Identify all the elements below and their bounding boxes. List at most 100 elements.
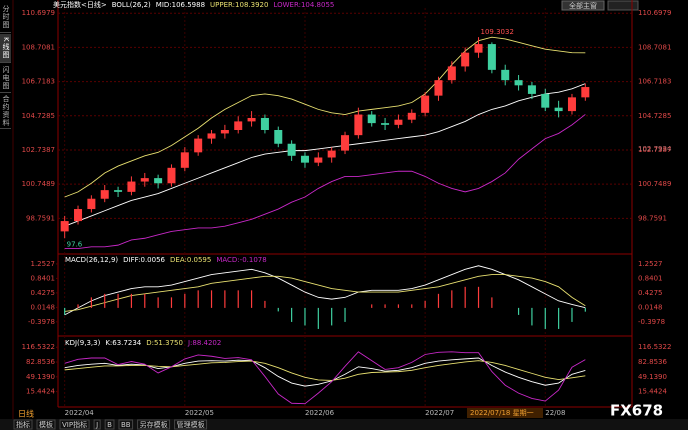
indicator-line — [64, 274, 586, 312]
low-annotation: 97.6 — [67, 240, 83, 248]
candle-body — [274, 130, 283, 144]
y-tick-label: 116.5322 — [22, 343, 55, 351]
tab-frame[interactable] — [59, 419, 90, 430]
y-tick-label: 106.7183 — [22, 78, 55, 86]
tab[interactable]: BB — [121, 421, 131, 429]
candle-body — [354, 114, 363, 136]
candle-body — [447, 66, 456, 81]
candle-body — [514, 80, 523, 86]
cursor-box — [467, 408, 543, 418]
tab-frame[interactable] — [36, 419, 56, 430]
y-tick-label-right: 98.7591 — [638, 214, 667, 222]
x-tick-label: 2022/04 — [65, 409, 95, 417]
tab[interactable]: 管理模板 — [177, 420, 205, 429]
candle-body — [247, 117, 256, 122]
y-tick-label: 100.7489 — [22, 180, 55, 188]
y-tick-label: 110.6979 — [22, 9, 55, 17]
legend-entry: UPPER:108.3920 — [210, 1, 268, 9]
candle-body — [287, 143, 296, 156]
legend-entry: MACD:-0.1078 — [216, 256, 266, 264]
candle-body — [501, 69, 510, 81]
indicator-line — [64, 265, 586, 316]
indicator-name: KDJ(9,3,3) — [65, 339, 101, 347]
y-tick-label-right: -0.3978 — [638, 318, 665, 326]
y-tick-label-right: 0.0148 — [638, 303, 663, 311]
y-tick-label: 1.2527 — [31, 260, 56, 268]
y-tick-label-right: 0.8401 — [638, 274, 663, 282]
candle-body — [581, 87, 590, 98]
tab[interactable]: 指标 — [16, 420, 30, 429]
y-tick-label: 15.4424 — [26, 388, 55, 396]
x-tick-label: 22/08 — [545, 409, 565, 417]
indicator-line — [64, 114, 586, 250]
panel-header: 美元指数<日线> BOLL(26,2) MID:106.5988 UPPER:108.… — [53, 0, 334, 9]
tab[interactable]: B — [107, 421, 112, 429]
y-tick-label: 102.7387 — [22, 146, 55, 154]
tab-frame[interactable] — [93, 419, 101, 430]
panel-header: KDJ(9,3,3) K:63.7234 D:51.3750 J:88.4202 — [65, 339, 221, 347]
legend-entry: DEA:0.0595 — [170, 256, 211, 264]
indicator-name: MACD(26,12,9) — [65, 256, 118, 264]
candle-body — [74, 209, 83, 222]
candle-body — [87, 198, 96, 210]
side-tab[interactable]: 分时图 — [0, 2, 11, 33]
candle-body — [260, 117, 269, 130]
toolbar-button[interactable] — [561, 0, 605, 11]
candle-body — [167, 167, 176, 184]
side-tab[interactable]: 闪电图 — [0, 64, 11, 93]
candle-body — [474, 44, 483, 53]
legend-entry: D:51.3750 — [146, 339, 183, 347]
tab[interactable]: J — [95, 421, 98, 429]
y-tick-label: -0.3978 — [28, 318, 55, 326]
y-tick-label: 49.1390 — [26, 373, 55, 381]
y-tick-label: 0.0148 — [31, 303, 56, 311]
chart-title: 美元指数<日线> — [53, 0, 107, 9]
y-tick-label: 0.4275 — [31, 289, 56, 297]
candle-body — [327, 150, 336, 158]
candle-body — [421, 95, 430, 113]
candle-body — [220, 130, 229, 134]
toolbar-icons[interactable] — [607, 0, 639, 11]
candle-body — [60, 221, 69, 232]
candle-body — [100, 190, 109, 199]
cursor-label: 2022/07/18 星期一 — [470, 409, 534, 417]
side-tab[interactable]: K线图 — [0, 34, 11, 63]
candle-body — [234, 121, 243, 130]
tab-frame[interactable] — [13, 419, 33, 430]
side-tab[interactable]: 合约资料 — [0, 95, 11, 129]
legend-entry: K:63.7234 — [105, 339, 141, 347]
candle-body — [381, 123, 390, 125]
candle-body — [341, 135, 350, 151]
candle-body — [407, 112, 416, 120]
y-tick-label: 0.8401 — [31, 274, 56, 282]
tab[interactable]: 另存模板 — [140, 420, 168, 429]
candle-body — [207, 133, 216, 139]
candle-body — [114, 190, 123, 192]
y-tick-label-right: 100.7489 — [638, 180, 671, 188]
candle-body — [541, 93, 550, 108]
x-tick-label: 2022/05 — [185, 409, 214, 417]
candle-body — [487, 44, 496, 70]
legend-entry: MID:106.5988 — [156, 1, 205, 9]
candle-body — [567, 97, 576, 112]
y-tick-label-right: 49.1390 — [638, 373, 667, 381]
price-marker: 102.7934 — [638, 145, 672, 153]
candle-body — [554, 107, 563, 112]
candle-body — [180, 152, 189, 168]
legend-entry: DIFF:0.0056 — [123, 256, 165, 264]
tab-frame[interactable] — [104, 419, 115, 430]
tab-frame[interactable] — [118, 419, 134, 430]
tab-bar — [0, 419, 688, 430]
tab-frame[interactable] — [137, 419, 171, 430]
candle-body — [154, 178, 163, 184]
tab-frame[interactable] — [174, 419, 208, 430]
y-tick-label-right: 0.4275 — [638, 289, 663, 297]
watermark: FX678 — [610, 402, 663, 420]
y-tick-label-right: 106.7183 — [638, 78, 671, 86]
toolbar-button-label: 全部主窗 — [569, 1, 597, 10]
indicator-name: BOLL(26,2) — [112, 1, 151, 9]
tab[interactable]: 模板 — [39, 420, 53, 429]
tab[interactable]: VIP指标 — [62, 420, 87, 429]
